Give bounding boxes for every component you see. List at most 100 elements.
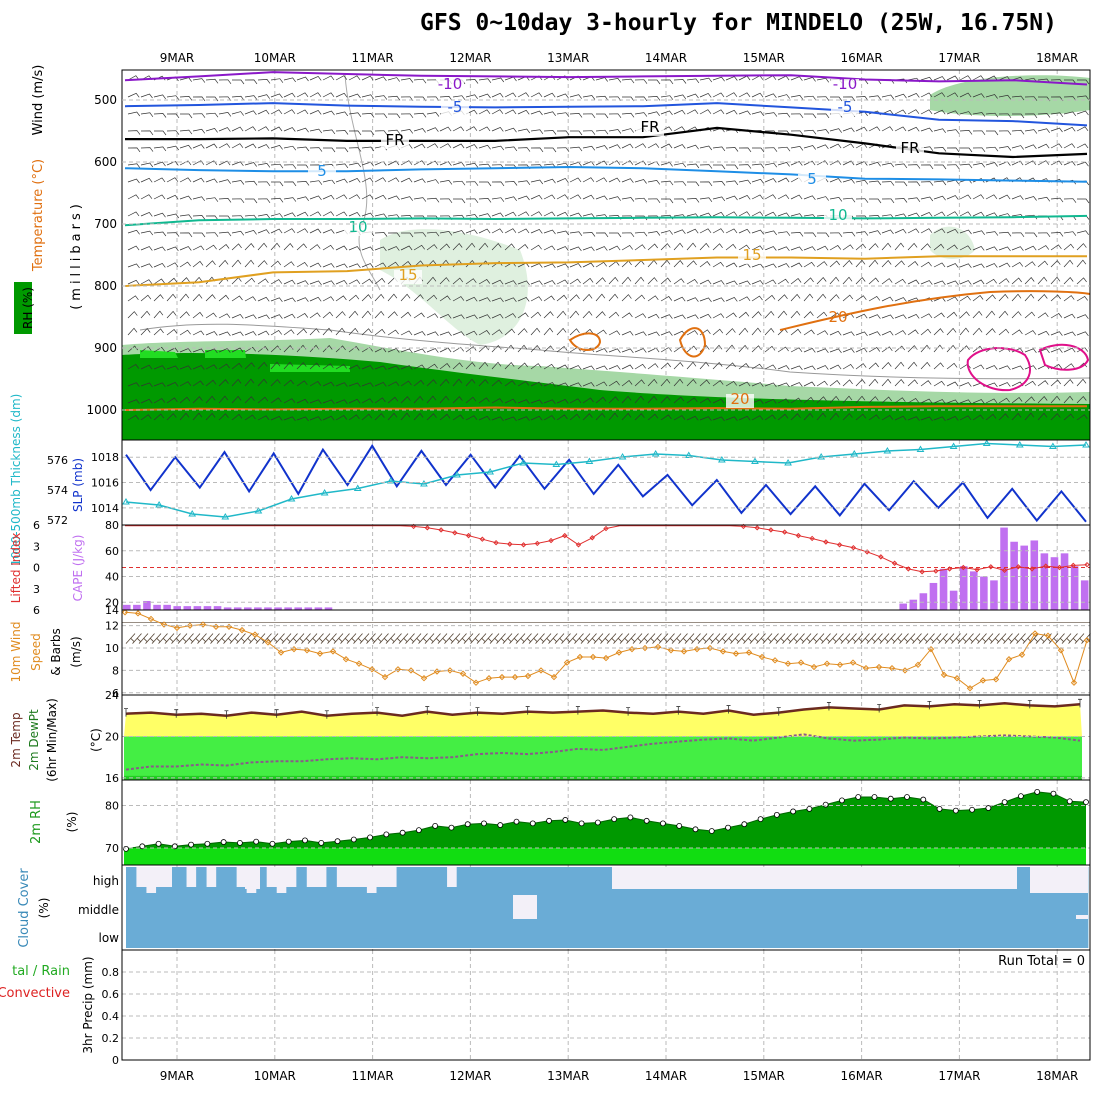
wind-barb [439,126,452,132]
wind-barb [283,145,297,151]
wind-barb [192,348,205,354]
wind-barb [816,276,827,285]
wind10m-barb [431,633,441,644]
wind-barb [816,129,830,134]
wind-barb [231,362,243,370]
wind-barb [829,197,843,202]
wind10m-barb [1048,633,1059,644]
date-label-bottom: 9MAR [160,1069,195,1083]
cloud-bar [937,867,949,948]
wind-barb [881,314,894,320]
wind-barb [244,180,258,186]
wind-barb [153,94,166,100]
wind-barb [1063,331,1076,337]
wind-barb [634,197,648,203]
wind-barb [556,93,569,99]
cape-tick: 60 [105,545,119,558]
cape-bar [1080,580,1089,610]
cloud-bar [697,867,708,948]
temp2m-errorbar [776,707,781,716]
wind-barb [491,313,504,319]
wind-barb [777,382,790,388]
wind-barb [959,399,972,405]
wind10m-point [225,623,233,630]
wind-barb [179,261,191,268]
cape-bar [314,607,323,610]
wind-barb [570,130,583,136]
wind10m-label-3: & Barbs [49,628,63,676]
wind-barb [478,126,491,132]
wind-barb [543,245,556,251]
wind-barb [452,346,464,353]
wind-barb [985,365,998,370]
wind10m-point [524,672,532,680]
wind-barb [569,382,582,388]
wind-barb [647,111,660,117]
wind-barb [231,259,242,268]
wind-barb [998,382,1011,387]
wind-barb [530,92,543,98]
wind-barb [920,328,932,336]
wind-barb [1011,232,1025,238]
rh2m-point [806,806,813,812]
rh2m-point [676,823,683,829]
wind-barb [738,164,752,169]
wind-barb [621,160,634,166]
wind-barb [881,330,894,336]
wind-barb [869,198,882,204]
wind-barb [986,130,999,136]
wind-barb [257,260,268,268]
cloud-bar [416,867,428,948]
wind-barb [959,295,971,302]
wind-barb [478,345,489,353]
wind-barb [673,126,686,132]
dewpt-fill [124,736,1082,780]
wind10m-barb [834,633,844,644]
cloud-bar [336,887,347,948]
wind-barb [1037,260,1049,268]
wind-barb [829,364,842,370]
wind-barb [244,214,258,220]
wind-barb [985,263,998,268]
li-point [891,560,898,566]
wind-barb [153,262,166,268]
wind-barb [764,263,777,269]
wind-barb [231,378,242,387]
wind-barb [296,228,309,234]
wind-barb [621,395,632,404]
cape-bar [173,606,181,610]
wind10m-barb [665,633,675,644]
rh2m-high-fill [124,791,1086,848]
wind-barb [647,96,661,101]
cloud-label: Cloud Cover [17,868,32,948]
wind10m-point [420,675,428,682]
wind-barb [686,144,699,150]
wind-barb [530,344,541,353]
wind10m-barb [489,633,500,644]
wind-barb [543,178,556,184]
wind-barb [647,231,661,236]
precip-tick: 0.2 [102,1032,120,1045]
cloud-bar [647,867,658,948]
wind-barb [348,346,360,353]
wind-barb [361,328,372,336]
wind-barb [270,163,284,169]
wind-barb [933,312,945,319]
wind-barb [413,331,426,336]
wind10m-barb [892,633,903,644]
wind-barb [361,146,375,152]
wind10m-barb [879,633,890,644]
wind10m-tick: 10 [105,642,119,655]
wind-barb [1050,160,1063,166]
wind-barb [790,113,804,119]
wind-barb [686,260,697,268]
wind-barb [777,231,791,236]
wind-barb [608,348,621,354]
wind-barb [946,344,957,353]
wind10m-barb [632,633,643,644]
wind-barb [790,232,804,237]
wind-barb [374,213,388,219]
wind-barb [530,244,542,251]
temp2m-unit: (°C) [89,728,103,752]
wind-barb [504,196,517,202]
